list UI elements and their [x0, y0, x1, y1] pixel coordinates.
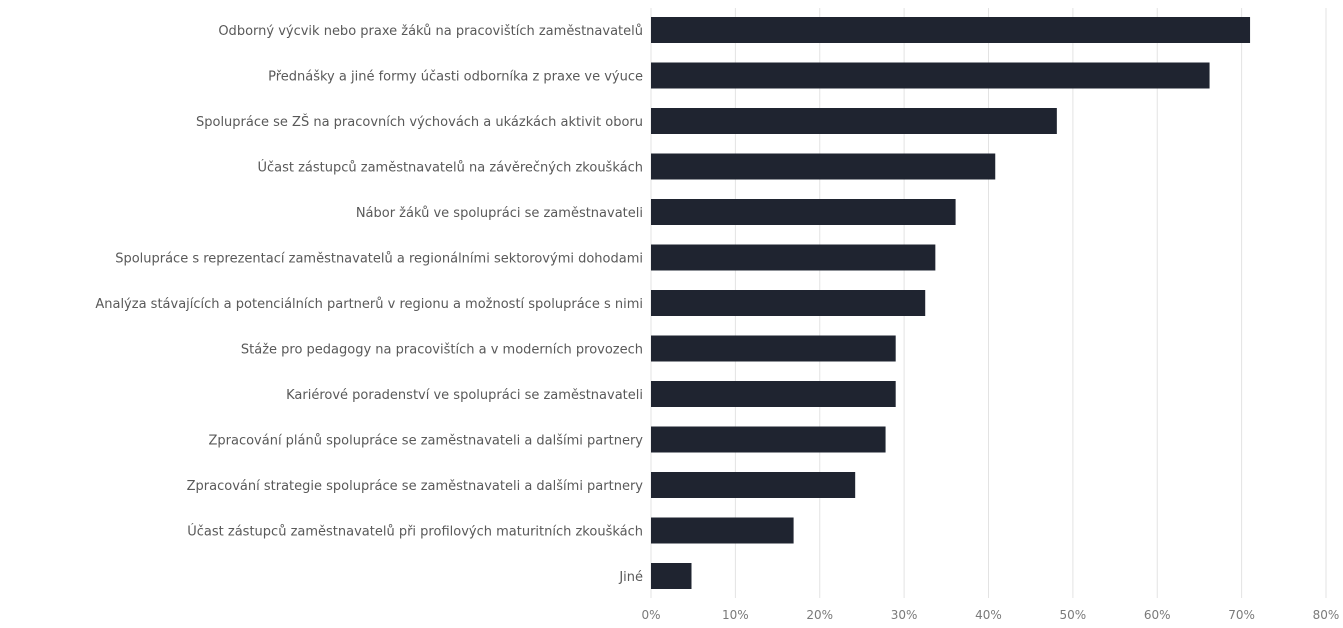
x-tick-label: 50%	[1060, 608, 1087, 622]
category-label: Odborný výcvik nebo praxe žáků na pracov…	[218, 24, 643, 39]
x-tick-label: 10%	[722, 608, 749, 622]
bar	[651, 17, 1251, 43]
x-tick-label: 20%	[806, 608, 833, 622]
bar	[651, 108, 1057, 134]
bar	[651, 62, 1210, 89]
bar	[651, 199, 956, 225]
x-tick-label: 70%	[1228, 608, 1255, 622]
x-tick-label: 80%	[1313, 608, 1340, 622]
x-tick-label: 60%	[1144, 608, 1171, 622]
category-label: Účast zástupců zaměstnavatelů na závěreč…	[257, 160, 643, 176]
bars	[651, 17, 1251, 589]
x-tick-label: 40%	[975, 608, 1002, 622]
gridlines	[650, 8, 1327, 598]
x-axis-ticks: 0% 10% 20% 30% 40% 50% 60% 70% 80%	[641, 608, 1339, 622]
category-labels: Odborný výcvik nebo praxe žáků na pracov…	[95, 24, 643, 585]
bar	[651, 381, 896, 407]
bar	[651, 153, 996, 180]
category-label: Jiné	[618, 570, 643, 585]
category-label: Zpracování plánů spolupráce se zaměstnav…	[208, 434, 643, 449]
category-label: Stáže pro pedagogy na pracovištích a v m…	[241, 343, 643, 358]
category-label: Kariérové poradenství ve spolupráci se z…	[286, 388, 643, 403]
category-label: Spolupráce se ZŠ na pracovních výchovách…	[196, 114, 643, 130]
category-label: Účast zástupců zaměstnavatelů při profil…	[187, 524, 643, 540]
x-tick-label: 30%	[891, 608, 918, 622]
bar	[651, 290, 926, 316]
bar	[651, 563, 692, 589]
category-label: Spolupráce s reprezentací zaměstnavatelů…	[115, 252, 643, 267]
bar	[651, 472, 856, 498]
category-label: Přednášky a jiné formy účasti odborníka …	[268, 70, 643, 85]
bar	[651, 244, 936, 271]
category-label: Zpracování strategie spolupráce se zaměs…	[187, 479, 644, 494]
x-tick-label: 0%	[641, 608, 660, 622]
bar	[651, 426, 886, 453]
bar	[651, 517, 794, 544]
bar	[651, 335, 896, 362]
category-label: Analýza stávajících a potenciálních part…	[95, 297, 643, 312]
category-label: Nábor žáků ve spolupráci se zaměstnavate…	[356, 206, 643, 221]
